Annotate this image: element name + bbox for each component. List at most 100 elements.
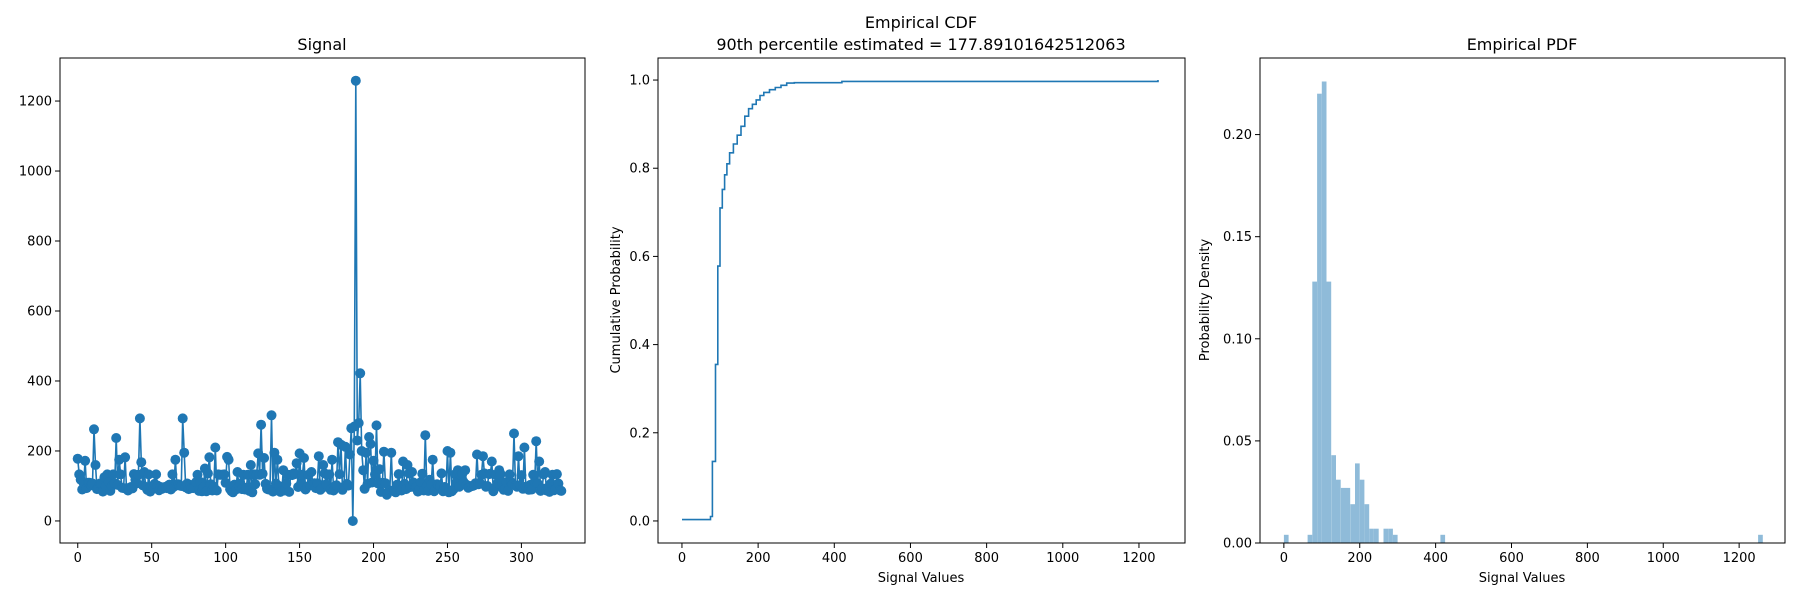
pdf-histogram-bar [1388,528,1393,543]
signal-data-point [151,469,162,480]
pdf-y-tick-label: 0.20 [1223,128,1252,143]
signal-data-point [504,469,515,480]
signal-data-point [355,368,366,379]
pdf-title: Empirical PDF [1467,35,1578,54]
pdf-histogram-bar [1364,504,1370,543]
pdf-y-tick-label: 0.05 [1223,434,1252,449]
signal-data-point [427,454,438,465]
cdf-panel: Empirical CDF 90th percentile estimated … [609,13,1186,586]
cdf-title: Empirical CDF [865,13,977,32]
pdf-histogram-bar [1345,487,1351,543]
pdf-histogram-bar [1350,504,1355,543]
pdf-x-tick-label: 200 [1347,551,1372,566]
signal-data-point [177,413,188,424]
signal-y-tick-label: 400 [27,374,52,389]
cdf-y-tick-label: 0.6 [629,250,650,265]
cdf-x-tick-label: 200 [746,551,771,566]
signal-data-point [361,447,372,458]
signal-data-point [89,424,99,435]
signal-data-point [299,453,309,463]
pdf-histogram-bar [1374,528,1379,543]
signal-data-point [223,454,234,465]
pdf-histogram-bar [1392,534,1398,543]
signal-data-point [257,468,268,479]
signal-y-tick-label: 1200 [19,95,52,110]
signal-y-tick-label: 0 [44,514,52,529]
signal-data-point [343,480,354,491]
signal-panel: Signal 0 50 100 150 200 250 300 0 200 400 600 800 1… [19,35,586,566]
signal-data-point [509,428,519,439]
signal-data-point [516,470,527,481]
signal-data-point [531,436,542,447]
signal-data-point [204,452,215,463]
signal-data-point [291,458,302,469]
signal-y-tick-label: 1000 [19,165,52,180]
signal-x-ticks: 0 50 100 150 200 250 300 [74,543,534,566]
pdf-panel: Empirical PDF 0 200 400 600 800 1000 1200 0.00… [1198,35,1786,586]
signal-data-point [211,485,222,496]
pdf-histogram-bar [1321,81,1327,543]
pdf-histogram-bar [1758,534,1763,543]
signal-data-point [556,485,567,496]
cdf-y-tick-label: 0.4 [629,338,650,353]
signal-data-point [179,447,190,458]
cdf-y-axis-label: Cumulative Probability [609,226,624,373]
signal-data-point [350,75,361,86]
signal-data-point [245,460,256,470]
signal-data-point [259,453,270,463]
signal-data-point [420,430,431,441]
signal-data-point [407,467,417,477]
cdf-x-ticks: 0 200 400 600 800 1000 1200 [678,543,1156,566]
cdf-y-tick-label: 0.2 [629,426,650,441]
signal-data-point [324,469,335,480]
pdf-x-tick-label: 600 [1499,551,1524,566]
pdf-y-ticks: 0.00 0.05 0.10 0.15 0.20 [1223,128,1260,552]
cdf-axes-frame [657,57,1186,544]
signal-data-point [340,441,351,452]
signal-data-point [202,468,213,479]
signal-x-tick-label: 100 [213,551,238,566]
cdf-y-tick-label: 0.0 [629,514,650,529]
pdf-x-axis-label: Signal Values [1479,571,1566,586]
signal-data-point [495,469,506,480]
signal-data-point [393,469,404,480]
signal-data-point [417,468,428,479]
signal-x-tick-label: 200 [361,551,386,566]
signal-data-point [445,447,456,458]
pdf-y-tick-label: 0.15 [1223,230,1252,245]
pdf-histogram-bar [1331,455,1336,543]
signal-y-tick-label: 800 [27,235,52,250]
signal-data-point [281,478,292,489]
pdf-histogram-bar [1340,487,1346,543]
signal-data-point [111,433,122,443]
pdf-histogram-bar [1359,479,1365,543]
signal-data-point [134,413,145,424]
cdf-x-tick-label: 1000 [1046,551,1079,566]
pdf-axes-frame [1259,57,1786,544]
signal-data-point [327,454,338,465]
signal-data-point [371,420,382,431]
signal-data-point [143,469,154,480]
signal-data-point [247,487,258,498]
signal-data-point [80,455,91,466]
signal-data-point [365,439,376,449]
cdf-x-axis-label: Signal Values [878,571,965,586]
signal-data-point [478,451,488,462]
signal-x-tick-label: 150 [287,551,312,566]
pdf-histogram-bar [1326,281,1332,543]
signal-x-tick-label: 250 [435,551,460,566]
signal-y-tick-label: 600 [27,304,52,319]
signal-data-point [167,469,178,480]
signal-data-point [250,479,261,490]
cdf-x-tick-label: 800 [974,551,999,566]
signal-data-point [513,451,524,462]
signal-data-point [380,478,391,489]
signal-data-point [290,469,301,480]
cdf-subtitle: 90th percentile estimated = 177.89101642… [716,35,1125,54]
signal-data-point [219,469,230,480]
signal-data-point [318,460,329,470]
signal-data-point [306,467,317,477]
signal-data-point [486,456,497,467]
signal-axes-frame [59,57,586,544]
